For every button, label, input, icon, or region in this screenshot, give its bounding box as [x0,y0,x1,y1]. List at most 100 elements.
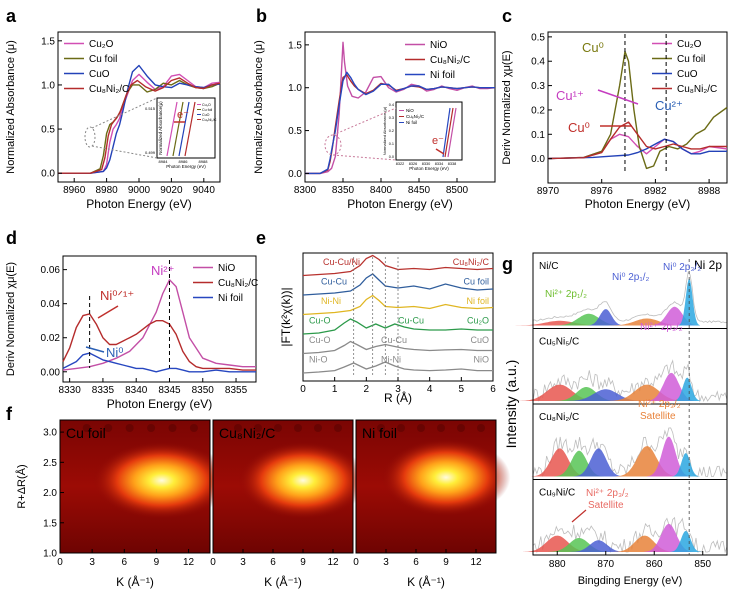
heatmap-x-tick-label: 9 [300,557,306,568]
y-tick-label: 0.02 [41,333,61,344]
panel-d-series-line [62,313,256,371]
panel-e-x-tick-label: 4 [427,384,433,395]
panel-letter: g [502,254,513,274]
panel-g-x-tick-label: 860 [646,559,663,570]
y-tick-label: 0.3 [531,81,545,92]
heatmap-x-tick-label: 3 [383,557,389,568]
panel-e-left-label: Ni-O [309,355,328,365]
panel-e-series-line [302,340,493,355]
panel-d-x-tick-label: 8340 [125,385,148,396]
heatmap-x-tick-label: 0 [57,557,63,568]
panel-e-x-tick-label: 1 [332,384,338,395]
xps-fit-peak [673,377,702,401]
y-tick-label: 0.00 [41,367,61,378]
panel-a-y-axis-label: Normalized Absorbance (μ) [5,40,17,174]
y-tick-label: 0.4 [531,57,545,68]
y-tick-label: 1.0 [288,83,302,94]
xps-fit-peak [570,540,627,552]
inset-y-tick-label: 0.4 [389,103,394,107]
xps-label-ni0-2p32: Ni⁰ 2p₃/₂ [663,262,701,273]
panel-d-annotation-ni0: Ni⁰ [106,345,124,360]
heatmap-dark-spot [82,424,91,432]
heatmap-x-tick-label: 9 [443,557,449,568]
heatmap-dark-spot [294,424,302,432]
heatmap-dark-spot [437,424,445,432]
panel-c-x-tick-label: 8976 [591,186,614,197]
panel-e-x-tick-label: 5 [459,384,465,395]
panel-d-legend-entry: NiO [218,263,235,274]
panel-letter: e [256,228,266,248]
panel-letter: c [502,6,512,26]
panel-d-annotation-ni2: Ni²⁺ [151,263,174,278]
panel-c-legend-entry: Cu foil [677,54,705,65]
heatmap-x-tick-label: 12 [327,557,339,568]
panel-b-series-line [305,41,496,175]
panel-c-y-axis-label: Deriv Normalized χμ(E) [501,50,513,164]
panel-a-legend-entry: Cu₂O [89,39,114,50]
heatmap-x-axis-label: K (Å⁻¹) [264,574,302,589]
heatmap-hotspot [92,441,231,520]
panel-c-x-axis-label: Photon Energy (eV) [585,197,690,211]
y-tick-label: 1.5 [43,518,57,529]
panel-d-x-tick-label: 8330 [59,385,82,396]
heatmap-x-tick-label: 0 [353,557,359,568]
inset-legend-entry: Ni foil [406,120,417,125]
panel-d-series-line [62,352,256,373]
panel-e-series-line [302,294,494,316]
inset-x-tick-label: 8986 [179,159,189,164]
panel-d-frame [62,255,257,383]
panel-e-mid-label: Cu-Cu [398,316,424,326]
xps-label-ni2-2p12: Ni²⁺ 2p₁/₂ [545,289,587,300]
panel-c-legend-entry: CuO [677,69,698,80]
y-tick-label: 1.5 [288,40,302,51]
y-tick-label: 0.5 [41,125,55,136]
heatmap-dark-spot [314,424,322,432]
inset-x-axis-label: Photon Energy (eV) [409,166,449,171]
heatmap-x-axis-label: K (Å⁻¹) [116,574,154,589]
heatmap-dark-spot [104,424,113,432]
panel-letter: a [6,6,17,26]
inset-y-tick-label: 0.499 [145,150,156,155]
arrow-line [435,148,445,155]
panel-b-inset-frame [395,101,463,161]
panel-e-mid-label: Ni-Ni [381,355,401,365]
y-tick-label: 2.5 [43,458,57,469]
y-tick-label: 0.0 [531,154,545,165]
panel-d-annotation-ni01: Ni⁰ᐟ¹⁺ [100,288,134,303]
y-tick-label: 0.0 [41,169,55,180]
panel-g-frame [532,252,728,556]
y-tick-label: 0.2 [531,105,545,116]
panel-b-x-tick-label: 8300 [294,185,317,196]
panel-a-x-tick-label: 9000 [128,185,151,196]
panel-a-legend-entry: CuO [89,69,110,80]
panel-e-x-axis-label: R (Å) [384,390,412,405]
arrow-line [97,305,119,319]
heatmap-frame [212,419,354,554]
xps-fit-peak [670,531,702,552]
xps-subplot-title: Cu₈Ni₂/C [539,412,579,423]
panel-b-x-tick-label: 8350 [332,185,355,196]
inset-y-axis-label: Normalized Absorbance(μ) [158,101,163,155]
heatmap-dark-spot [147,424,156,432]
xps-label-satellite: Satellite [640,411,676,422]
panel-d-x-tick-label: 8350 [192,385,215,396]
inset-series-line [178,101,190,157]
heatmap-dark-spot [477,424,485,432]
panel-g-x-tick-label: 880 [549,559,566,570]
heatmap-dark-spot [168,424,177,432]
heatmap-frame [59,419,211,554]
panel-d-x-axis-label: Photon Energy (eV) [107,397,212,411]
heatmap-x-axis-label: K (Å⁻¹) [407,574,445,589]
panel-c-legend-entry: Cu₈Ni₂/C [677,84,717,95]
panel-d-x-tick-label: 8335 [92,385,115,396]
heatmap-title: Ni foil [362,425,397,441]
panel-a-x-tick-label: 8980 [95,185,118,196]
panel-e-series-line [302,273,494,296]
panel-e-left-label: Cu-Cu [321,277,347,287]
y-tick-label: 1.5 [41,36,55,47]
inset-guide [332,107,397,136]
y-tick-label: 0.5 [288,126,302,137]
inset-guide [332,154,397,161]
panel-b-x-tick-label: 8400 [370,185,393,196]
xps-label-ni2-2p32: Ni²⁺ 2p₃/₂ [638,399,681,410]
